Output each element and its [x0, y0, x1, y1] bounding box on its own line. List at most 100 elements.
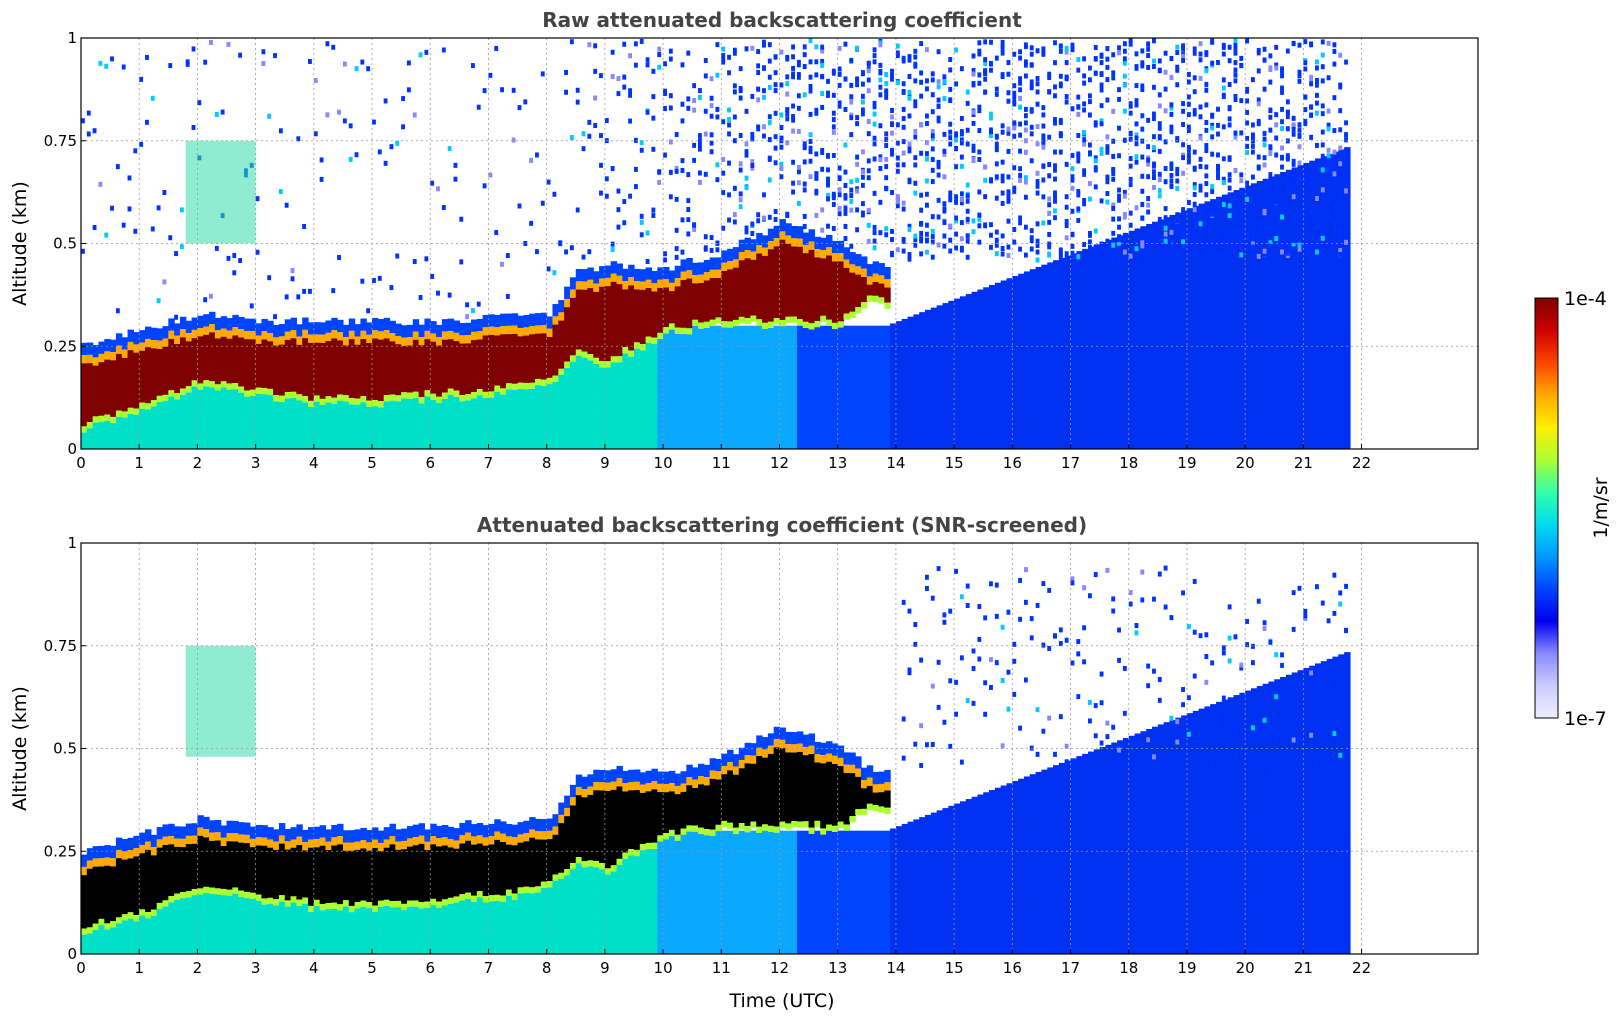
- heatmap-speckle: [1221, 645, 1226, 651]
- heatmap-speckle: [1000, 73, 1005, 79]
- heatmap-cell: [86, 354, 94, 364]
- heatmap-speckle: [1344, 137, 1348, 143]
- heatmap-speckle: [1105, 179, 1110, 185]
- heatmap-cell: [406, 906, 414, 954]
- heatmap-speckle: [1181, 51, 1185, 57]
- heatmap-speckle: [1041, 194, 1046, 200]
- heatmap-speckle: [872, 47, 877, 53]
- heatmap-cell: [593, 861, 600, 868]
- heatmap-speckle: [1221, 77, 1226, 83]
- heatmap-speckle: [680, 118, 685, 124]
- heatmap-cell: [564, 875, 571, 954]
- heatmap-cell: [756, 253, 763, 320]
- heatmap-cell: [203, 886, 210, 894]
- heatmap-cell: [98, 415, 105, 423]
- heatmap-speckle: [1280, 236, 1284, 242]
- heatmap-speckle: [1035, 707, 1040, 713]
- heatmap-cell: [581, 357, 589, 449]
- heatmap-speckle: [1140, 113, 1145, 119]
- heatmap-cell: [674, 794, 682, 835]
- heatmap-speckle: [884, 91, 889, 97]
- heatmap-cell: [459, 401, 466, 449]
- heatmap-speckle: [529, 157, 534, 163]
- heatmap-cell: [878, 263, 885, 276]
- heatmap-cell: [622, 783, 629, 792]
- heatmap-cell: [377, 906, 385, 954]
- heatmap-speckle: [86, 131, 91, 137]
- heatmap-speckle: [750, 221, 755, 227]
- heatmap-cell: [238, 316, 245, 330]
- heatmap-speckle: [959, 197, 964, 203]
- heatmap-cell: [668, 783, 676, 792]
- heatmap-cell: [680, 279, 687, 328]
- heatmap-cell: [261, 331, 268, 340]
- heatmap-speckle: [1344, 120, 1348, 126]
- heatmap-cell: [1221, 699, 1229, 954]
- heatmap-cell: [715, 269, 722, 278]
- heatmap-cell: [878, 806, 885, 813]
- heatmap-cell: [249, 826, 257, 839]
- heatmap-cell: [232, 314, 239, 328]
- heatmap-speckle: [808, 59, 813, 65]
- heatmap-cell: [92, 422, 100, 449]
- heatmap-speckle: [663, 61, 667, 67]
- heatmap-speckle: [1291, 590, 1296, 596]
- heatmap-cell: [98, 866, 105, 919]
- heatmap-cell: [738, 747, 746, 761]
- heatmap-cell: [354, 404, 361, 449]
- heatmap-speckle: [936, 172, 941, 178]
- heatmap-cell: [372, 399, 379, 407]
- heatmap-cell: [721, 765, 728, 775]
- heatmap-speckle: [983, 71, 988, 77]
- heatmap-cell: [214, 330, 222, 339]
- heatmap-cell: [1285, 674, 1293, 954]
- heatmap-cell: [866, 803, 874, 810]
- heatmap-cell: [203, 816, 210, 830]
- heatmap-speckle: [1111, 724, 1116, 730]
- heatmap-speckle: [1186, 79, 1191, 85]
- heatmap-cell: [308, 342, 315, 401]
- heatmap-cell: [1099, 242, 1107, 449]
- heatmap-speckle: [1018, 132, 1023, 138]
- heatmap-speckle: [1047, 196, 1052, 202]
- heatmap-cell: [639, 784, 647, 793]
- heatmap-cell: [767, 745, 775, 754]
- heatmap-cell: [179, 388, 187, 395]
- heatmap-speckle: [1140, 83, 1145, 89]
- heatmap-cell: [145, 912, 152, 919]
- heatmap-cell: [185, 320, 193, 334]
- heatmap-speckle: [1117, 627, 1121, 633]
- heatmap-speckle: [482, 88, 487, 94]
- heatmap-cell: [802, 755, 810, 822]
- heatmap-speckle: [209, 293, 213, 299]
- heatmap-speckle: [1186, 695, 1191, 701]
- heatmap-speckle: [1029, 124, 1034, 130]
- heatmap-cell: [238, 386, 245, 393]
- heatmap-cell: [121, 839, 129, 852]
- heatmap-cell: [1250, 688, 1258, 954]
- heatmap-cell: [430, 844, 437, 899]
- heatmap-speckle: [1268, 53, 1273, 59]
- heatmap-speckle: [1262, 248, 1267, 254]
- heatmap-cell: [1111, 742, 1118, 954]
- heatmap-speckle: [977, 217, 982, 223]
- heatmap-speckle: [703, 234, 708, 240]
- heatmap-speckle: [959, 200, 964, 206]
- heatmap-speckle: [628, 53, 633, 59]
- heatmap-speckle: [1315, 710, 1319, 716]
- heatmap-cell: [633, 289, 641, 343]
- heatmap-speckle: [1029, 62, 1034, 68]
- heatmap-speckle: [1280, 73, 1284, 79]
- heatmap-cell: [535, 385, 542, 449]
- heatmap-cell: [1169, 214, 1176, 449]
- heatmap-cell: [98, 362, 105, 416]
- heatmap-speckle: [1332, 227, 1337, 233]
- heatmap-cell: [1309, 665, 1316, 954]
- heatmap-cell: [459, 835, 466, 844]
- heatmap-cell: [1140, 731, 1147, 954]
- heatmap-cell: [255, 900, 263, 954]
- heatmap-cell: [849, 752, 856, 765]
- heatmap-cell: [581, 776, 589, 790]
- heatmap-cell: [302, 329, 309, 339]
